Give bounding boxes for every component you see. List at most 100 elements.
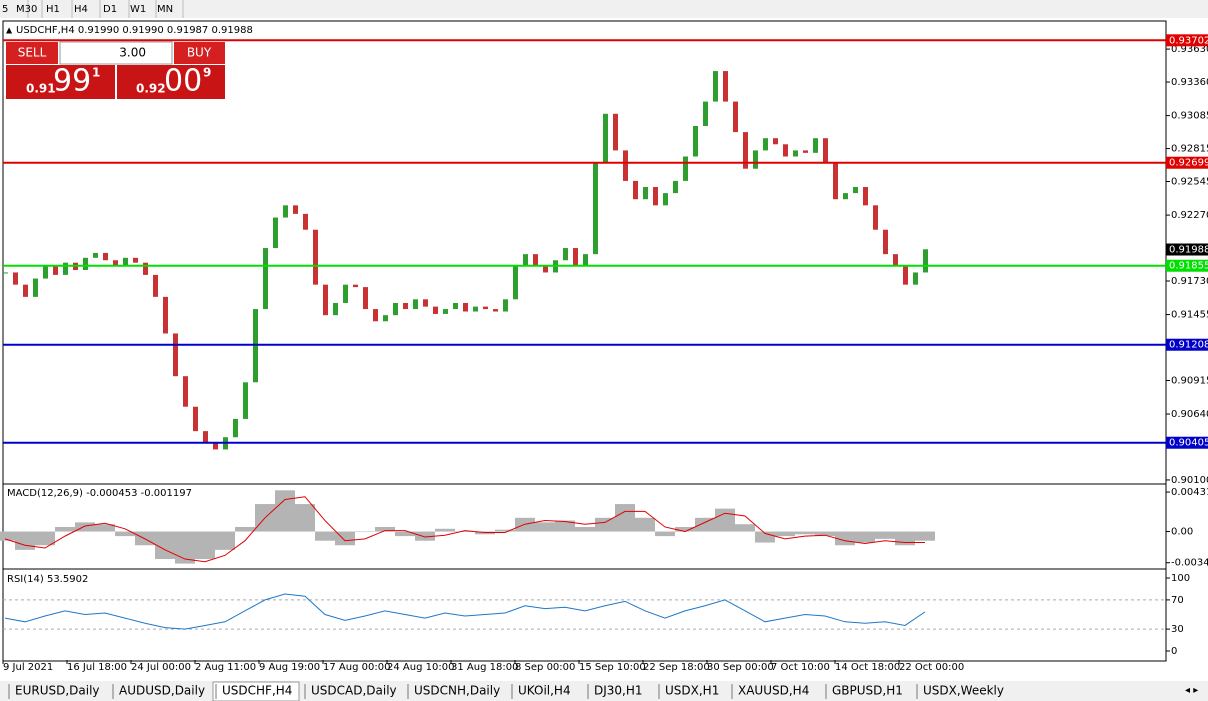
timeframe-button[interactable]: MN [157, 4, 173, 15]
price-level-tag [1166, 156, 1208, 169]
macd-bar [495, 529, 515, 532]
candle [673, 180, 678, 194]
timeframe-button[interactable]: D1 [103, 4, 117, 15]
x-tick-label: 9 Aug 19:00 [259, 662, 320, 673]
indicator-title: RSI(14) 53.5902 [7, 574, 88, 585]
candle [103, 252, 108, 261]
buy-label: BUY [187, 46, 212, 60]
macd-bar [35, 531, 55, 546]
candle [693, 125, 698, 157]
x-tick-label: 22 Sep 18:00 [643, 662, 710, 673]
candle [923, 249, 928, 273]
tab[interactable]: AUDUSD,Daily [119, 684, 205, 698]
macd-bar [895, 531, 915, 546]
macd-bar [355, 531, 375, 533]
macd-bar [455, 531, 475, 533]
ask-box[interactable] [117, 65, 225, 99]
buy-button[interactable] [174, 42, 225, 64]
candle [13, 272, 18, 285]
candle [623, 150, 628, 181]
active-tab [212, 681, 300, 701]
tab[interactable]: EURUSD,Daily [15, 684, 100, 698]
macd-bar [615, 504, 635, 532]
timeframe-button[interactable]: 5 [2, 4, 8, 15]
candle [573, 248, 578, 267]
candle [113, 260, 118, 266]
timeframe-button[interactable]: H4 [74, 4, 88, 15]
macd-bar [275, 490, 295, 532]
x-tick-label: 24 Jul 00:00 [131, 662, 191, 673]
bid-box[interactable] [6, 65, 115, 99]
tab[interactable]: USDCAD,Daily [311, 684, 397, 698]
candle [333, 302, 338, 316]
x-tick-label: 14 Oct 18:00 [835, 662, 900, 673]
tab[interactable]: DJ30,H1 [594, 684, 643, 698]
volume: 3.00 [119, 46, 146, 60]
last-price-label: 0.91988 [1169, 245, 1208, 256]
candle [93, 252, 98, 258]
macd-bar [635, 517, 655, 532]
candle [903, 266, 908, 285]
candle [173, 333, 178, 377]
candle [723, 71, 728, 102]
macd-bar [215, 531, 235, 550]
candle [443, 309, 448, 314]
volume-input[interactable] [59, 41, 173, 65]
timeframe-button[interactable]: M30 [16, 4, 37, 15]
sell-button[interactable] [6, 42, 58, 64]
macd-bar [175, 531, 195, 564]
bid-big: 99 [53, 64, 91, 99]
candle [43, 266, 48, 279]
x-tick-label: 8 Sep 00:00 [515, 662, 575, 673]
y-tick-label: 0.00431 [1171, 487, 1208, 498]
y-tick-label: 30 [1171, 624, 1184, 635]
candle [303, 213, 308, 230]
y-tick-label: 0 [1171, 646, 1177, 657]
tab[interactable]: USDX,Weekly [923, 684, 1004, 698]
indicator-title: MACD(12,26,9) -0.000453 -0.001197 [7, 488, 192, 499]
candle [503, 299, 508, 312]
macd-bar [715, 508, 735, 532]
candle [563, 248, 568, 261]
timeframe-button[interactable]: H1 [46, 4, 60, 15]
candle [913, 272, 918, 285]
timeframe-button[interactable]: W1 [130, 4, 146, 15]
x-tick-label: 2 Aug 11:00 [195, 662, 256, 673]
candle [163, 296, 168, 334]
macd-bar [775, 531, 795, 537]
tab[interactable]: GBPUSD,H1 [832, 684, 903, 698]
candle [33, 278, 38, 297]
price-level-label: 0.91208 [1169, 340, 1208, 351]
candle [403, 302, 408, 310]
candle [213, 443, 218, 450]
macd-bar [0, 531, 15, 541]
tab[interactable]: UKOil,H4 [518, 684, 571, 698]
sell-label: SELL [18, 46, 47, 60]
candle [373, 309, 378, 322]
tab[interactable]: USDCHF,H4 [222, 684, 292, 698]
y-tick-label: 0.92545 [1171, 177, 1208, 188]
price-level-tag [1166, 259, 1208, 272]
macd-bar [435, 528, 455, 532]
candle [143, 262, 148, 275]
candle [513, 266, 518, 300]
candle [833, 162, 838, 200]
tab[interactable]: USDX,H1 [665, 684, 719, 698]
tab[interactable]: XAUUSD,H4 [738, 684, 809, 698]
candle [243, 382, 248, 419]
macd-bar [755, 531, 775, 543]
candle [283, 205, 288, 218]
macd-bar [55, 526, 75, 532]
candle [713, 71, 718, 102]
tab[interactable]: USDCNH,Daily [414, 684, 500, 698]
y-tick-label: 100 [1171, 573, 1190, 584]
price-level-tag [1166, 436, 1208, 449]
scroll-arrows[interactable]: ◂ ▸ [1185, 685, 1198, 696]
candle [863, 187, 868, 206]
candle [793, 150, 798, 157]
y-tick-label: 70 [1171, 595, 1184, 606]
